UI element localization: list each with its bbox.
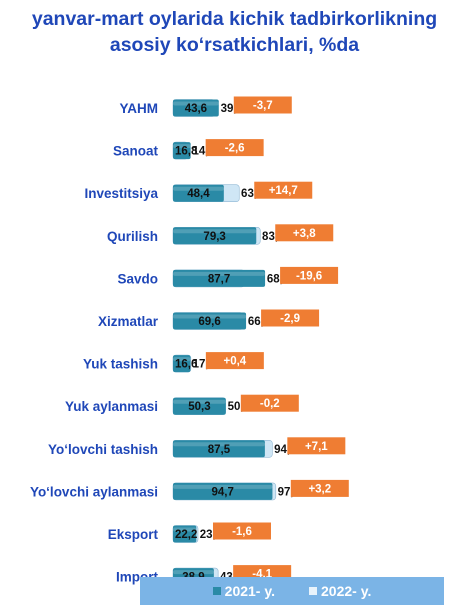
category-label: Eksport: [108, 527, 159, 542]
category-label: Xizmatlar: [98, 314, 159, 329]
bar-2021: [173, 525, 197, 543]
bar-2021: [173, 227, 257, 245]
bar-2021: [173, 440, 265, 458]
bar-2021: [173, 355, 191, 373]
category-label: Sanoat: [113, 144, 159, 159]
legend-item-2021: 2021- y.: [212, 583, 275, 599]
legend-label-2022: 2022- y.: [321, 583, 372, 599]
difference-label: +3,8: [293, 228, 316, 240]
category-label: Savdo: [117, 271, 158, 286]
data-label-2021: 87,7: [208, 273, 230, 285]
bar-2021-highlight: [173, 484, 273, 489]
difference-box: [205, 139, 264, 157]
category-label: Yuk aylanmasi: [65, 399, 158, 414]
category-label: Yuk tashish: [83, 357, 158, 372]
bar-2021-highlight: [173, 442, 265, 447]
bar-2021-highlight: [173, 271, 266, 276]
difference-box: [280, 266, 339, 284]
difference-label: +0,4: [223, 356, 246, 368]
difference-label: +14,7: [269, 185, 298, 197]
bar-2021: [173, 99, 219, 117]
difference-label: +7,1: [305, 441, 328, 453]
legend-swatch-2021: [212, 587, 221, 595]
chart-legend: 2021- y. 2022- y.: [140, 577, 444, 605]
bar-2021-highlight: [173, 399, 226, 404]
difference-box: [275, 224, 334, 242]
difference-label: +3,2: [308, 483, 331, 495]
category-label: Yo‘lovchi tashish: [48, 442, 158, 457]
category-label: Yo‘lovchi aylanmasi: [30, 484, 158, 499]
bar-2021: [173, 142, 191, 160]
data-label-2021: 50,3: [188, 401, 210, 413]
category-label: YAHM: [119, 101, 158, 116]
bar-2021-highlight: [173, 527, 197, 532]
data-label-2021: 16,6: [175, 359, 197, 371]
chart-title: yanvar-mart oylarida kichik tadbirkorlik…: [31, 8, 438, 56]
difference-label: -2,9: [280, 313, 300, 325]
difference-label: -3,7: [253, 100, 273, 112]
bar-2021-highlight: [173, 186, 224, 191]
data-label-2021: 69,6: [198, 316, 220, 328]
data-label-2021: 87,5: [208, 444, 231, 456]
difference-box: [287, 437, 346, 455]
bar-2021-highlight: [173, 101, 219, 106]
difference-box: [261, 309, 320, 327]
data-label-2021: 16,8: [175, 146, 198, 158]
bar-2021-highlight: [173, 144, 191, 149]
bar-2021-highlight: [173, 314, 247, 319]
bar-2021: [173, 184, 224, 202]
category-label: Investitsiya: [84, 186, 158, 201]
difference-label: -2,6: [225, 143, 245, 155]
category-label: Qurilish: [107, 229, 158, 244]
bar-2021-highlight: [173, 570, 214, 575]
difference-box: [212, 522, 271, 540]
data-label-2021: 79,3: [203, 231, 225, 243]
difference-label: -19,6: [296, 270, 322, 282]
bar-2021-highlight: [173, 357, 191, 362]
legend-swatch-2022: [309, 587, 317, 595]
bar-2021: [173, 312, 247, 330]
difference-box: [240, 394, 299, 412]
data-label-2021: 94,7: [212, 486, 234, 498]
legend-item-2022: 2022- y.: [309, 583, 371, 599]
difference-box: [254, 181, 313, 199]
difference-box: [233, 96, 292, 114]
bar-2021: [173, 482, 273, 500]
difference-label: -0,2: [260, 398, 280, 410]
difference-box: [205, 352, 264, 370]
data-label-2021: 43,6: [185, 103, 207, 115]
data-label-2021: 22,2: [175, 529, 197, 541]
data-label-2021: 48,4: [187, 188, 210, 200]
difference-box: [290, 479, 349, 497]
bar-2021: [173, 269, 266, 287]
bar-2021: [173, 397, 226, 415]
legend-label-2021: 2021- y.: [224, 583, 275, 599]
difference-label: -1,6: [232, 526, 252, 538]
bar-2021-highlight: [173, 229, 257, 234]
